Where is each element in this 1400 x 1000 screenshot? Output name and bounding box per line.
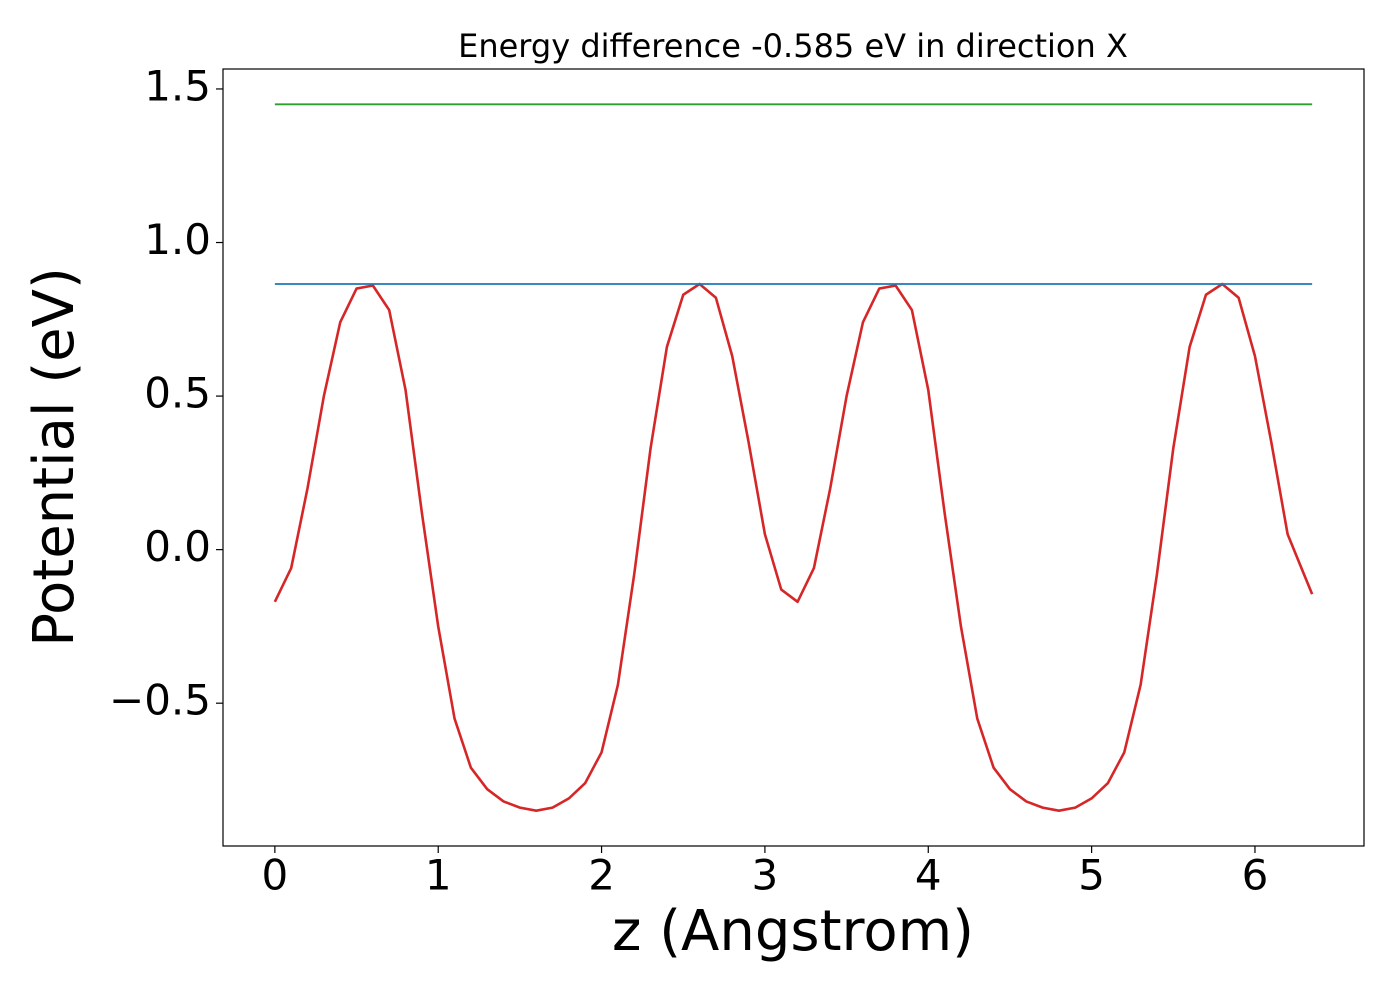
x-tick-label: 2 [588, 851, 615, 900]
y-axis-label: Potential (eV) [22, 267, 87, 647]
x-tick-label: 1 [425, 851, 452, 900]
y-tick-label: 1.0 [144, 215, 211, 264]
y-tick-label: 0.0 [144, 522, 211, 571]
x-tick-label: 6 [1242, 851, 1269, 900]
y-tick-label: −0.5 [109, 676, 211, 725]
x-axis-label: z (Angstrom) [612, 899, 974, 964]
x-tick-label: 3 [752, 851, 779, 900]
y-tick-label: 0.5 [144, 369, 211, 418]
x-tick-label: 5 [1078, 851, 1105, 900]
x-tick-label: 0 [261, 851, 288, 900]
plot-frame [222, 68, 1365, 847]
data-line [273, 282, 1314, 812]
y-tick-label: 1.5 [144, 61, 211, 110]
chart-title: Energy difference -0.585 eV in direction… [458, 27, 1128, 65]
x-tick-label: 4 [915, 851, 942, 900]
